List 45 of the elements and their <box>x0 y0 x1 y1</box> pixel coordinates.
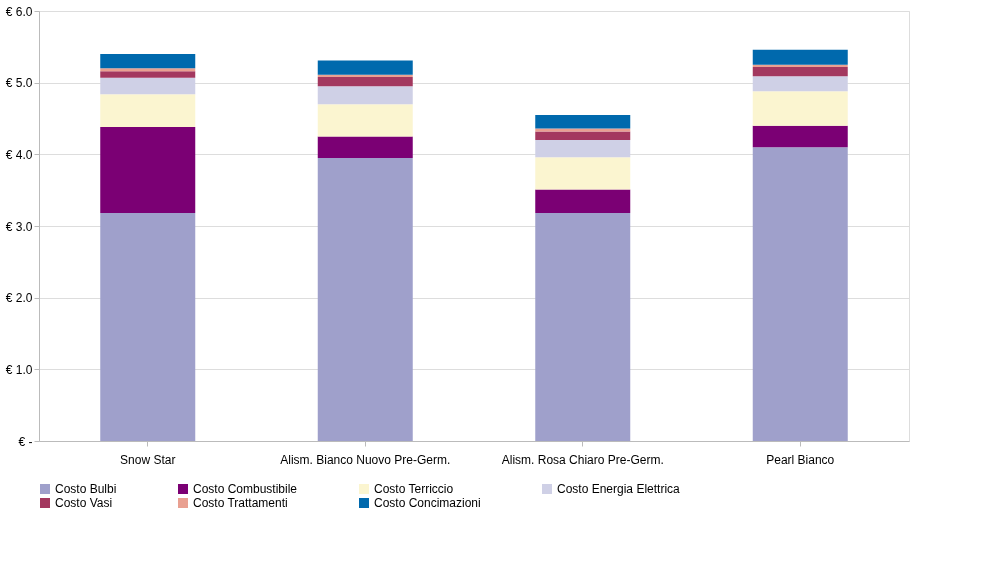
x-tick-label: Alism. Bianco Nuovo Pre-Germ. <box>280 452 451 467</box>
bar <box>752 64 848 67</box>
bar <box>100 94 196 128</box>
bar <box>317 104 413 137</box>
x-tick-label: Snow Star <box>120 452 176 467</box>
y-tick-label: € 6.0 <box>5 4 33 19</box>
legend-label: Costo Energia Elettrica <box>557 482 681 496</box>
bar <box>752 147 848 441</box>
y-tick-label: € 4.0 <box>5 147 33 162</box>
legend-label: Costo Terriccio <box>374 482 454 496</box>
bar <box>317 60 413 75</box>
bar <box>317 74 413 77</box>
bar <box>100 77 196 95</box>
legend-label: Costo Concimazioni <box>374 496 481 510</box>
x-tick-label: Alism. Rosa Chiaro Pre-Germ. <box>501 452 664 467</box>
bar <box>752 91 848 126</box>
legend-label: Costo Trattamenti <box>193 496 288 510</box>
bar <box>317 76 413 87</box>
bar <box>535 131 631 140</box>
bar <box>100 68 196 72</box>
bar <box>317 86 413 105</box>
bar <box>752 66 848 77</box>
bar <box>535 189 631 214</box>
bar <box>100 213 196 441</box>
legend-label: Costo Combustibile <box>193 482 298 496</box>
bar <box>752 76 848 92</box>
bar <box>535 213 631 441</box>
y-tick-label: € 3.0 <box>5 219 33 234</box>
bar <box>317 157 413 441</box>
y-tick-label: € - <box>18 434 33 449</box>
bar <box>100 54 196 69</box>
x-tick-label: Pearl Bianco <box>766 452 835 467</box>
bar <box>752 49 848 65</box>
y-tick-label: € 2.0 <box>5 291 33 306</box>
legend-label: Costo Bulbi <box>55 482 117 496</box>
bar <box>317 136 413 158</box>
bar <box>535 157 631 190</box>
bar <box>100 127 196 214</box>
y-tick-label: € 1.0 <box>5 362 33 377</box>
bar <box>535 114 631 129</box>
y-tick-label: € 5.0 <box>5 76 33 91</box>
legend-label: Costo Vasi <box>55 496 113 510</box>
bar <box>100 71 196 78</box>
bar <box>535 140 631 158</box>
bar <box>752 125 848 148</box>
